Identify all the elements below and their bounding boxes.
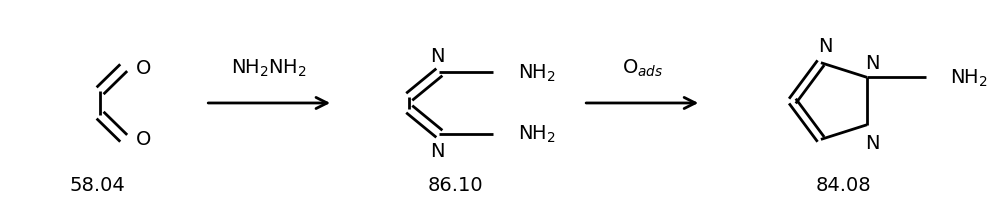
Text: O: O [135, 129, 151, 148]
Text: O: O [135, 59, 151, 78]
Text: N: N [865, 133, 879, 152]
Text: 58.04: 58.04 [70, 175, 125, 194]
Text: NH$_2$: NH$_2$ [518, 124, 556, 145]
Text: N: N [430, 141, 445, 160]
Text: 84.08: 84.08 [816, 175, 871, 194]
Text: N: N [819, 37, 833, 56]
Text: NH$_2$: NH$_2$ [518, 62, 556, 83]
Text: N: N [865, 54, 879, 73]
Text: N: N [430, 47, 445, 66]
Text: NH$_2$NH$_2$: NH$_2$NH$_2$ [231, 57, 307, 79]
Text: 86.10: 86.10 [428, 175, 484, 194]
Text: O$_{ads}$: O$_{ads}$ [622, 57, 663, 79]
Text: NH$_2$: NH$_2$ [950, 67, 988, 89]
